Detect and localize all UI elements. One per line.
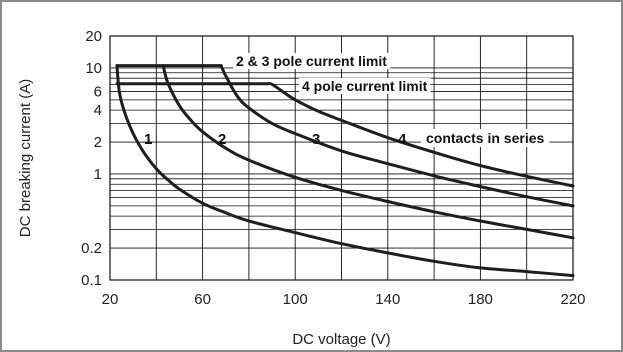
series-curves bbox=[117, 66, 573, 276]
x-tick-label: 60 bbox=[194, 291, 211, 308]
x-axis-title: DC voltage (V) bbox=[292, 331, 390, 348]
limit-label-4-pole: 4 pole current limit bbox=[302, 78, 428, 94]
y-axis-title: DC breaking current (A) bbox=[17, 79, 34, 237]
y-tick-label: 4 bbox=[94, 102, 102, 119]
series-label-1: 1 bbox=[144, 131, 152, 148]
y-tick-label: 6 bbox=[94, 83, 102, 100]
y-tick-label: 0.1 bbox=[81, 272, 102, 289]
x-tick-label: 100 bbox=[283, 291, 308, 308]
series-label-3: 3 bbox=[312, 131, 320, 148]
x-tick-label: 180 bbox=[468, 291, 493, 308]
annotation-contacts-in-series: contacts in series bbox=[426, 130, 544, 146]
series-label-2: 2 bbox=[218, 131, 226, 148]
series-label-4: 4 bbox=[398, 131, 407, 148]
y-tick-label: 1 bbox=[94, 166, 102, 183]
y-tick-label: 20 bbox=[85, 28, 102, 45]
limit-label-2-3-pole: 2 & 3 pole current limit bbox=[236, 53, 387, 69]
x-tick-label: 220 bbox=[560, 291, 585, 308]
y-tick-label: 0.2 bbox=[81, 240, 102, 257]
y-tick-label: 10 bbox=[85, 60, 102, 77]
x-tick-label: 20 bbox=[102, 291, 119, 308]
y-tick-label: 2 bbox=[94, 134, 102, 151]
x-tick-label: 140 bbox=[375, 291, 400, 308]
